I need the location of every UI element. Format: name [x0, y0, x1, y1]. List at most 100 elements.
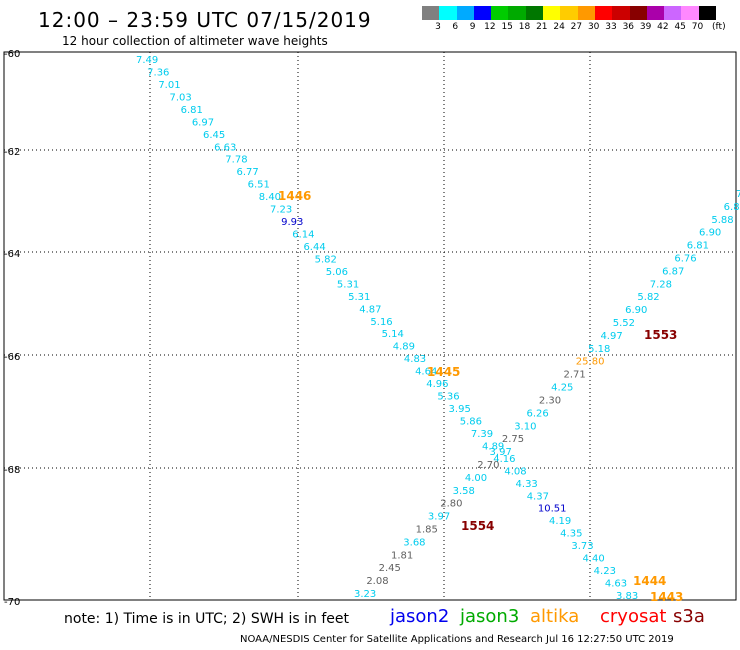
scale-swatch: [629, 6, 647, 20]
wave-height-value: 4.83: [404, 354, 426, 365]
scale-label: 3: [435, 22, 441, 32]
wave-height-value: 3.83: [616, 591, 638, 602]
wave-height-value: 7.01: [158, 80, 180, 91]
wave-height-value: 5.82: [315, 254, 337, 265]
color-scale: [422, 6, 717, 20]
scale-swatch: [543, 6, 561, 20]
wave-height-value: 5.06: [326, 267, 348, 278]
scale-label: 9: [469, 22, 476, 32]
wave-height-value: 5.86: [460, 416, 482, 427]
pass-label: 1553: [644, 328, 677, 342]
pass-label: 1554: [461, 519, 494, 533]
pass-label: 1446: [278, 189, 311, 203]
wave-height-value: 4.89: [482, 441, 504, 452]
wave-height-value: 6.97: [192, 117, 214, 128]
wave-height-value: 3.10: [514, 421, 536, 432]
wave-height-value: 6.26: [527, 408, 549, 419]
wave-height-value: 6.77: [236, 167, 258, 178]
scale-label: 6: [452, 22, 459, 32]
lat-label: -64: [4, 249, 20, 260]
wave-height-value: 4.96: [426, 379, 448, 390]
wave-height-value: 4.08: [504, 466, 526, 477]
scale-label: 18: [518, 22, 531, 32]
legend-note: note: 1) Time is in UTC; 2) SWH is in fe…: [64, 611, 350, 627]
wave-height-value: 6.51: [248, 180, 270, 191]
scale-label: 21: [536, 22, 548, 32]
scale-swatch: [422, 6, 440, 20]
wave-height-value: 7.78: [225, 155, 247, 166]
legend-jason2: jason2: [390, 606, 450, 627]
wave-height-value: 7.39: [471, 429, 493, 440]
wave-height-value: 2.45: [379, 563, 401, 574]
wave-height-value: 7.12: [736, 189, 740, 200]
scale-label: 12: [484, 22, 496, 32]
scale-swatch: [612, 6, 630, 20]
wave-height-value: 5.16: [370, 317, 392, 328]
wave-height-value: 6.90: [699, 228, 721, 239]
pass-label: 1444: [633, 574, 666, 588]
footer-credit: NOAA/NESDIS Center for Satellite Applica…: [240, 634, 674, 645]
pass-label: 1445: [427, 365, 460, 379]
scale-swatch: [646, 6, 665, 20]
wave-height-value: 8.40: [259, 192, 281, 203]
scale-label: 36: [622, 22, 635, 32]
wave-height-value: 4.87: [359, 304, 381, 315]
lat-label: -68: [4, 465, 20, 476]
wave-height-value: 6.44: [303, 242, 325, 253]
scale-swatch: [560, 6, 578, 20]
wave-height-value: 2.71: [563, 370, 585, 381]
wave-height-value: 5.36: [437, 392, 459, 403]
wave-height-value: 6.63: [214, 142, 236, 153]
scale-swatch: [456, 6, 474, 20]
wave-height-value: 4.00: [465, 473, 487, 484]
wave-height-value: 4.40: [583, 554, 605, 565]
lat-label: -60: [4, 49, 20, 60]
wave-height-value: 6.81: [687, 241, 709, 252]
wave-height-value: 3.68: [403, 537, 425, 548]
wave-height-value: 5.31: [348, 292, 370, 303]
wave-height-value: 5.52: [613, 318, 635, 329]
wave-height-value: 6.14: [292, 230, 314, 241]
scale-swatch: [594, 6, 613, 20]
wave-height-value: 4.89: [393, 342, 415, 353]
wave-height-value: 3.97: [428, 512, 450, 523]
color-scale-labels: 3 6 9 12 15 18 21 24 27 30 33 36 39 42 45 70 (ft): [0, 22, 740, 36]
legend-jason3: jason3: [460, 606, 520, 627]
wave-height-value: 25.80: [576, 357, 605, 368]
scale-swatch: [681, 6, 699, 20]
wave-height-value: 4.97: [600, 331, 622, 342]
wave-height-value: 5.82: [637, 292, 659, 303]
wave-height-value: 2.30: [539, 395, 561, 406]
page-title: 12:00 – 23:59 UTC 07/15/2019: [38, 8, 372, 32]
wave-height-value: 5.31: [337, 279, 359, 290]
scale-swatch: [491, 6, 509, 20]
lat-label: -66: [4, 352, 20, 363]
wave-height-value: 4.25: [551, 383, 573, 394]
legend-cryosat: cryosat: [600, 606, 667, 627]
wave-height-value: 4.23: [594, 566, 616, 577]
scale-label: 33: [605, 22, 617, 32]
wave-height-value: 3.58: [453, 486, 475, 497]
wave-height-value: 3.73: [571, 541, 593, 552]
wave-height-value: 10.51: [538, 504, 567, 515]
wave-height-value: 6.45: [203, 130, 225, 141]
scale-swatch: [439, 6, 457, 20]
scale-swatch: [577, 6, 595, 20]
wave-height-value: 7.36: [147, 67, 169, 78]
wave-height-value: 2.70: [477, 460, 499, 471]
wave-height-value: 3.95: [449, 404, 471, 415]
wave-height-value: 2.80: [440, 499, 462, 510]
wave-height-value: 6.76: [674, 254, 696, 265]
scale-swatch: [508, 6, 526, 20]
wave-height-value: 1.85: [416, 524, 438, 535]
scale-label: 30: [587, 22, 600, 32]
scale-label: 70: [691, 22, 704, 32]
wave-height-value: 6.81: [181, 105, 203, 116]
lat-label: -62: [4, 147, 20, 158]
wave-height-value: 3.97: [490, 447, 512, 458]
scale-label: 39: [639, 22, 652, 32]
wave-height-value: 7.03: [169, 92, 191, 103]
scale-swatch: [473, 6, 492, 20]
wave-height-value: 3.23: [354, 589, 376, 600]
scale-swatch: [664, 6, 682, 20]
